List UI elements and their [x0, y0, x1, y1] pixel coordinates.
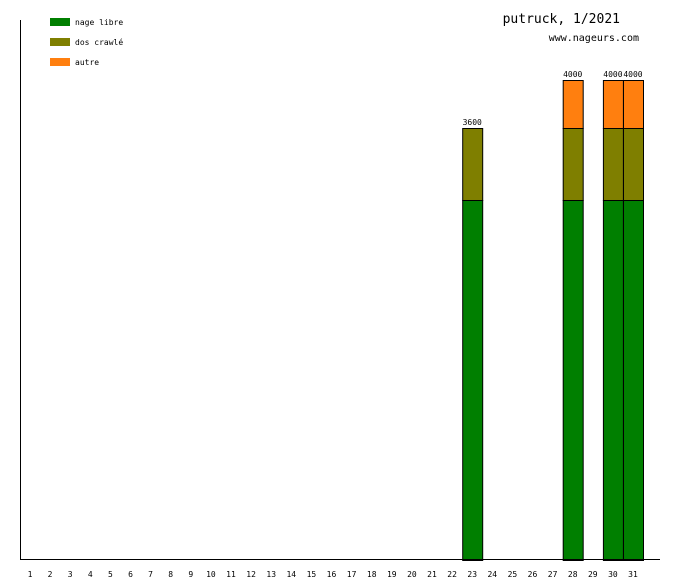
bar-day-28-series-3: [562, 80, 584, 129]
x-tick-label: 1: [28, 570, 33, 579]
total-label-day-31: 4000: [623, 70, 642, 79]
legend-label: dos crawlé: [75, 37, 123, 47]
x-tick-label: 18: [367, 570, 377, 579]
x-tick-label: 22: [447, 570, 457, 579]
x-tick-label: 24: [487, 570, 497, 579]
bar-day-31-series-1: [623, 200, 644, 561]
x-tick-label: 28: [568, 570, 578, 579]
total-label-day-28: 4000: [563, 70, 582, 79]
x-tick-label: 6: [128, 570, 133, 579]
x-tick-label: 16: [327, 570, 337, 579]
x-tick-label: 7: [148, 570, 153, 579]
legend: nage libre dos crawlé autre: [50, 18, 123, 67]
x-tick-label: 21: [427, 570, 437, 579]
x-tick-label: 19: [387, 570, 397, 579]
x-tick-label: 12: [246, 570, 256, 579]
bar-day-30-series-1: [602, 200, 624, 561]
x-tick-label: 5: [108, 570, 113, 579]
bar-day-30-series-3: [602, 80, 624, 129]
x-tick-label: 9: [188, 570, 193, 579]
x-tick-label: 17: [347, 570, 357, 579]
legend-swatch-1: [50, 18, 70, 26]
bar-day-23-series-2: [462, 128, 484, 201]
x-tick-labels: 1 2 3 4 5 6 7 8 9 10 11 12 13 14 15 16 17 18 19 20 21 22 23 24 2…: [28, 570, 638, 579]
bars: [462, 80, 644, 561]
x-tick-label: 13: [266, 570, 276, 579]
x-tick-label: 3: [68, 570, 73, 579]
x-tick-label: 4: [88, 570, 93, 579]
legend-label: nage libre: [75, 18, 123, 27]
x-tick-label: 27: [548, 570, 558, 579]
site-url: www.nageurs.com: [549, 33, 639, 44]
total-label-day-30: 4000: [603, 70, 622, 79]
x-tick-label: 8: [168, 570, 173, 579]
legend-swatch-3: [50, 58, 70, 66]
x-tick-label: 10: [206, 570, 216, 579]
bar-day-28-series-2: [562, 128, 584, 201]
legend-label: autre: [75, 58, 99, 67]
x-tick-label: 11: [226, 570, 236, 579]
bar-day-31-series-3: [623, 80, 644, 129]
x-tick-label: 29: [588, 570, 598, 579]
bar-day-23-series-1: [462, 200, 484, 561]
x-tick-label: 31: [628, 570, 638, 579]
x-tick-label: 30: [608, 570, 618, 579]
chart-title: putruck, 1/2021: [503, 12, 620, 27]
bar-day-31-series-2: [623, 128, 644, 201]
x-tick-label: 20: [407, 570, 417, 579]
x-tick-label: 26: [528, 570, 538, 579]
total-label-day-23: 3600: [463, 118, 482, 127]
bar-day-28-series-1: [562, 200, 584, 561]
bar-day-30-series-2: [602, 128, 624, 201]
x-tick-label: 2: [48, 570, 53, 579]
x-tick-label: 23: [467, 570, 477, 579]
x-tick-label: 25: [508, 570, 518, 579]
x-tick-label: 15: [307, 570, 317, 579]
x-tick-label: 14: [286, 570, 296, 579]
legend-swatch-2: [50, 38, 70, 46]
